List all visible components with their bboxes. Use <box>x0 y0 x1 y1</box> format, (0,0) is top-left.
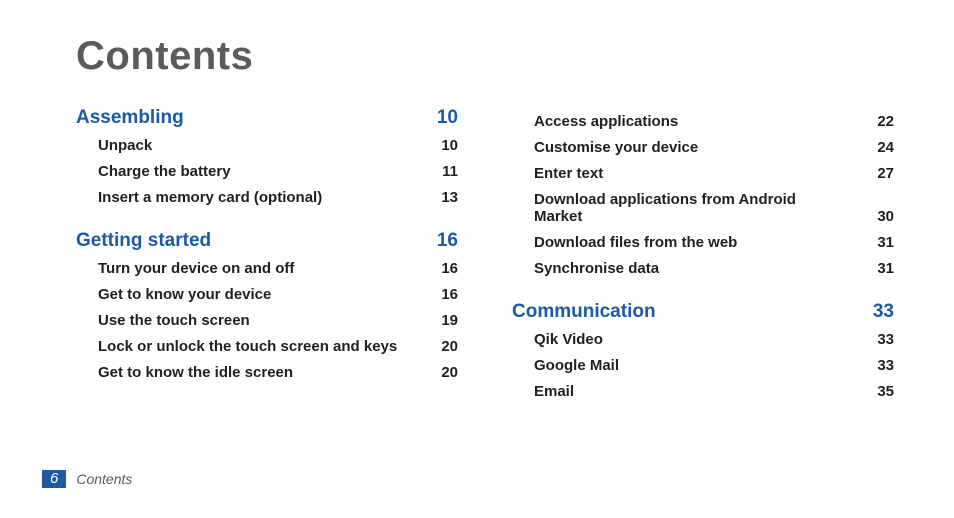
section-heading-row[interactable]: Communication 33 <box>512 301 894 323</box>
toc-item-page: 10 <box>441 137 458 154</box>
page-footer: 6 Contents <box>42 470 132 488</box>
toc-item[interactable]: Use the touch screen 19 <box>98 312 458 329</box>
toc-item[interactable]: Google Mail 33 <box>534 357 894 374</box>
toc-item-page: 30 <box>877 208 894 225</box>
toc-item-title: Access applications <box>534 113 678 130</box>
toc-item-title: Google Mail <box>534 357 619 374</box>
toc-item-page: 31 <box>877 260 894 277</box>
toc-item[interactable]: Insert a memory card (optional) 13 <box>98 189 458 206</box>
toc-column-right: Access applications 22 Customise your de… <box>512 107 894 424</box>
section-page: 10 <box>437 107 458 129</box>
toc-item[interactable]: Email 35 <box>534 383 894 400</box>
toc-item-page: 35 <box>877 383 894 400</box>
toc-item[interactable]: Turn your device on and off 16 <box>98 260 458 277</box>
toc-item-title: Get to know the idle screen <box>98 364 293 381</box>
toc-item-title: Get to know your device <box>98 286 271 303</box>
toc-item-title: Synchronise data <box>534 260 659 277</box>
section-communication: Communication 33 Qik Video 33 Google Mai… <box>512 301 894 400</box>
section-assembling: Assembling 10 Unpack 10 Charge the batte… <box>76 107 458 206</box>
toc-item-page: 19 <box>441 312 458 329</box>
section-heading-row[interactable]: Assembling 10 <box>76 107 458 129</box>
toc-item[interactable]: Enter text 27 <box>534 165 894 182</box>
toc-item-title: Turn your device on and off <box>98 260 294 277</box>
toc-item[interactable]: Qik Video 33 <box>534 331 894 348</box>
toc-columns: Assembling 10 Unpack 10 Charge the batte… <box>76 107 894 424</box>
toc-item[interactable]: Access applications 22 <box>534 113 894 130</box>
toc-item-title: Lock or unlock the touch screen and keys <box>98 338 397 355</box>
toc-item[interactable]: Download files from the web 31 <box>534 234 894 251</box>
toc-item-title: Customise your device <box>534 139 698 156</box>
toc-item-title-line1: Download applications from Android <box>534 191 894 208</box>
page-root: Contents Assembling 10 Unpack 10 Charge … <box>0 0 954 518</box>
toc-item-page: 16 <box>441 286 458 303</box>
toc-item-page: 22 <box>877 113 894 130</box>
toc-item-page: 24 <box>877 139 894 156</box>
toc-item[interactable]: Unpack 10 <box>98 137 458 154</box>
section-getting-started: Getting started 16 Turn your device on a… <box>76 230 458 381</box>
section-heading-row[interactable]: Getting started 16 <box>76 230 458 252</box>
toc-item-page: 13 <box>441 189 458 206</box>
toc-item-title: Enter text <box>534 165 603 182</box>
toc-item-page: 33 <box>877 331 894 348</box>
toc-item-title: Use the touch screen <box>98 312 250 329</box>
toc-item-page: 27 <box>877 165 894 182</box>
toc-item-title-line2: Market <box>534 208 582 225</box>
toc-item-title: Qik Video <box>534 331 603 348</box>
toc-item[interactable]: Download applications from Android Marke… <box>534 191 894 225</box>
toc-item-page: 33 <box>877 357 894 374</box>
page-number: 6 <box>42 470 66 488</box>
toc-column-left: Assembling 10 Unpack 10 Charge the batte… <box>76 107 458 424</box>
footer-section-label: Contents <box>76 471 132 487</box>
section-page: 16 <box>437 230 458 252</box>
toc-item-page: 20 <box>441 364 458 381</box>
toc-item-page: 11 <box>442 163 458 180</box>
toc-item-title: Charge the battery <box>98 163 231 180</box>
toc-item-page: 16 <box>441 260 458 277</box>
page-title: Contents <box>76 34 894 79</box>
section-page: 33 <box>873 301 894 323</box>
toc-item[interactable]: Get to know the idle screen 20 <box>98 364 458 381</box>
toc-item[interactable]: Charge the battery 11 <box>98 163 458 180</box>
toc-item-title: Download files from the web <box>534 234 737 251</box>
section-title: Getting started <box>76 230 211 252</box>
toc-item-title: Insert a memory card (optional) <box>98 189 322 206</box>
toc-item-title: Unpack <box>98 137 152 154</box>
section-title: Communication <box>512 301 656 323</box>
section-getting-started-continued: Access applications 22 Customise your de… <box>512 113 894 277</box>
toc-item[interactable]: Synchronise data 31 <box>534 260 894 277</box>
toc-item[interactable]: Get to know your device 16 <box>98 286 458 303</box>
toc-item-title: Email <box>534 383 574 400</box>
section-title: Assembling <box>76 107 184 129</box>
toc-item[interactable]: Lock or unlock the touch screen and keys… <box>98 338 458 355</box>
toc-item[interactable]: Customise your device 24 <box>534 139 894 156</box>
toc-item-page: 20 <box>441 338 458 355</box>
toc-item-page: 31 <box>877 234 894 251</box>
